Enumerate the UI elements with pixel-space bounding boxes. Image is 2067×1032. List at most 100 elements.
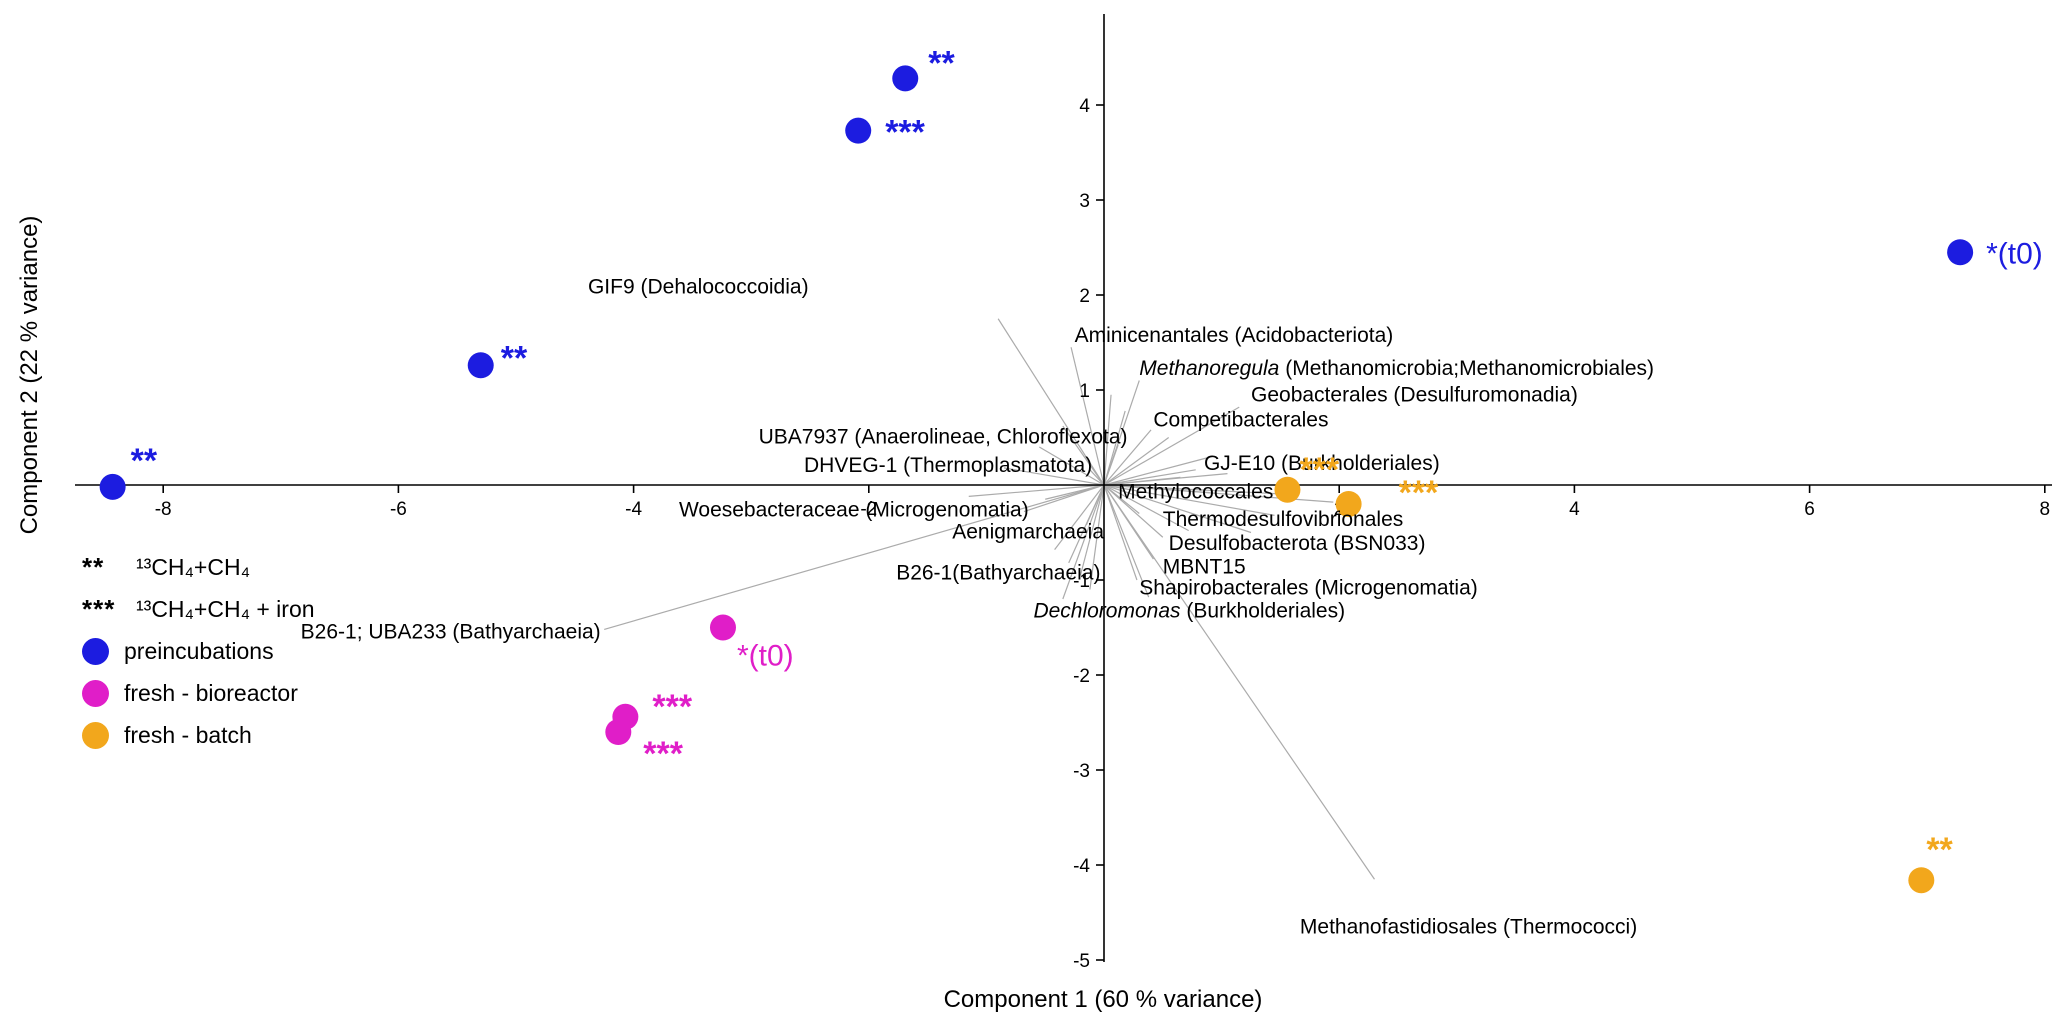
triple-asterisk-symbol: *** bbox=[82, 594, 116, 624]
loading-vector bbox=[1103, 406, 1240, 486]
loading-vector bbox=[1089, 469, 1105, 486]
loading-label: Aenigmarchaeia bbox=[952, 520, 1104, 543]
y-tick-label: 3 bbox=[1079, 191, 1090, 212]
point-annotation: ** bbox=[131, 442, 158, 480]
loading-vector bbox=[1054, 484, 1105, 550]
loading-vector bbox=[1068, 484, 1105, 564]
legend-item-fresh-bioreactor: fresh - bioreactor bbox=[82, 678, 315, 709]
loading-vector bbox=[1103, 437, 1170, 486]
x-tick-label: 6 bbox=[1804, 499, 1815, 520]
loading-vector bbox=[1003, 467, 1105, 486]
loading-label: MBNT15 bbox=[1163, 555, 1246, 578]
x-axis-title: Component 1 (60 % variance) bbox=[943, 986, 1263, 1013]
loading-vector bbox=[1079, 484, 1105, 576]
point-annotation: *(t0) bbox=[737, 640, 794, 673]
loading-label: UBA7937 (Anaerolineae, Chloroflexota) bbox=[759, 425, 1128, 448]
loading-vector bbox=[1062, 484, 1105, 600]
legend-label-preincubations: preincubations bbox=[124, 638, 274, 664]
loading-vector bbox=[1070, 347, 1105, 486]
data-point bbox=[709, 614, 736, 641]
point-annotation: ** bbox=[928, 44, 955, 82]
loading-label: Thermodesulfovibrionales bbox=[1163, 508, 1403, 531]
point-annotation: ** bbox=[1926, 831, 1953, 869]
legend-item-ch4-iron: *** ¹³CH₄+CH₄ + iron bbox=[82, 594, 315, 625]
double-asterisk-symbol: ** bbox=[82, 552, 105, 582]
y-tick-label: -4 bbox=[1073, 856, 1090, 877]
point-annotation: *** bbox=[1299, 451, 1339, 489]
data-point bbox=[605, 719, 632, 745]
loading-label: GIF9 (Dehalococcoidia) bbox=[588, 275, 809, 298]
loading-label: B26-1(Bathyarchaeia) bbox=[896, 561, 1100, 584]
legend-label-ch4: ¹³CH₄+CH₄ bbox=[136, 554, 250, 580]
loading-label: Dechloromonas (Burkholderiales) bbox=[1033, 599, 1345, 622]
point-annotation: *** bbox=[652, 688, 692, 726]
loading-vector bbox=[1103, 455, 1213, 486]
data-point bbox=[892, 65, 919, 92]
loading-vector bbox=[1103, 484, 1293, 496]
point-annotation: ** bbox=[501, 339, 528, 377]
legend-label-fresh-batch: fresh - batch bbox=[124, 722, 252, 748]
legend-label-ch4-iron: ¹³CH₄+CH₄ + iron bbox=[136, 596, 315, 622]
y-axis-title: Component 2 (22 % variance) bbox=[16, 215, 43, 535]
loading-vector bbox=[1039, 446, 1105, 486]
point-annotation: *(t0) bbox=[1986, 237, 2043, 270]
y-tick-label: -1 bbox=[1073, 571, 1090, 592]
data-point bbox=[1947, 239, 1974, 266]
point-annotation: *** bbox=[643, 735, 683, 773]
loading-vector bbox=[1103, 469, 1196, 486]
x-tick-label: -4 bbox=[625, 499, 642, 520]
fresh-bioreactor-dot-icon bbox=[82, 680, 109, 707]
x-tick-label: 4 bbox=[1569, 499, 1580, 520]
data-point bbox=[99, 473, 126, 500]
loading-vector bbox=[1103, 444, 1119, 486]
loading-label: B26-1; UBA233 (Bathyarchaeia) bbox=[301, 620, 601, 643]
data-point bbox=[1908, 867, 1935, 894]
data-point bbox=[1274, 476, 1301, 503]
loading-label: Aminicenantales (Acidobacteriota) bbox=[1075, 323, 1394, 346]
y-tick-label: -2 bbox=[1073, 666, 1090, 687]
loading-vector bbox=[1103, 394, 1112, 486]
data-point bbox=[467, 352, 494, 379]
y-tick-label: 1 bbox=[1079, 381, 1090, 402]
point-annotation: *** bbox=[885, 114, 925, 152]
loading-label: Methylococcales bbox=[1118, 480, 1273, 503]
loading-label: Woesebacteraceae (Microgenomatia) bbox=[679, 498, 1029, 521]
loading-label: GJ-E10 (Burkholderiales) bbox=[1204, 452, 1440, 475]
loading-vector bbox=[1103, 484, 1138, 581]
fresh-batch-dot-icon bbox=[82, 722, 109, 749]
loading-label: Desulfobacterota (BSN033) bbox=[1169, 531, 1426, 554]
loading-label: Shapirobacterales (Microgenomatia) bbox=[1139, 576, 1478, 599]
legend-label-fresh-bioreactor: fresh - bioreactor bbox=[124, 680, 298, 706]
x-tick-label: 8 bbox=[2040, 499, 2051, 520]
loading-vector bbox=[1103, 484, 1189, 532]
x-tick-label: -8 bbox=[155, 499, 172, 520]
loading-vector bbox=[604, 484, 1105, 630]
loading-vector bbox=[1089, 484, 1105, 590]
x-tick-label: -2 bbox=[860, 499, 877, 520]
loading-label: Methanoregula (Methanomicrobia;Methanomi… bbox=[1139, 357, 1654, 380]
loading-label: Methanofastidiosales (Thermococci) bbox=[1300, 915, 1637, 938]
loading-vector bbox=[1103, 484, 1164, 538]
x-tick-label: -6 bbox=[390, 499, 407, 520]
loading-vector bbox=[968, 484, 1105, 497]
loading-vector bbox=[1103, 484, 1275, 516]
y-tick-label: -3 bbox=[1073, 761, 1090, 782]
loading-label: Competibacterales bbox=[1153, 408, 1328, 431]
loading-vector bbox=[997, 318, 1105, 486]
y-tick-label: -5 bbox=[1073, 951, 1090, 972]
loading-vector bbox=[1103, 484, 1252, 534]
data-point bbox=[1335, 491, 1362, 517]
y-tick-label: 2 bbox=[1079, 286, 1090, 307]
loading-vector bbox=[1103, 484, 1375, 880]
data-point bbox=[845, 117, 872, 144]
legend-item-fresh-batch: fresh - batch bbox=[82, 720, 315, 751]
preincubations-dot-icon bbox=[82, 638, 109, 665]
loading-vector bbox=[1103, 429, 1152, 486]
loading-vector bbox=[1103, 476, 1181, 486]
legend-item-preincubations: preincubations bbox=[82, 636, 315, 667]
loading-label: Geobacterales (Desulfuromonadia) bbox=[1251, 383, 1578, 406]
loading-label: DHVEG-1 (Thermoplasmatota) bbox=[804, 454, 1092, 477]
loading-vector bbox=[1103, 484, 1150, 598]
